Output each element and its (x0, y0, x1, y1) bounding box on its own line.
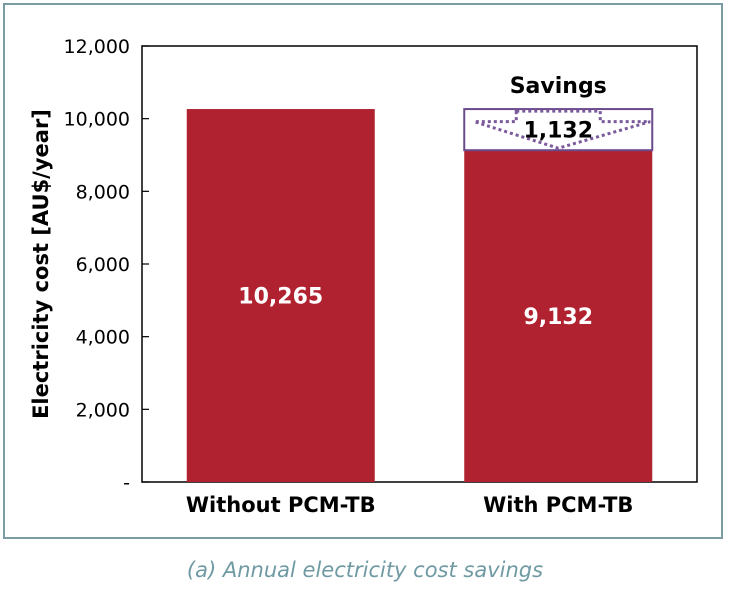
y-axis-label: Electricity cost [AU$/year] (29, 109, 53, 419)
x-tick-label: With PCM-TB (483, 493, 633, 517)
y-tick-label: 10,000 (64, 109, 130, 131)
y-tick-label: - (123, 472, 130, 494)
savings-value-label: 1,132 (523, 119, 593, 144)
x-tick-label: Without PCM-TB (186, 493, 376, 517)
savings-arrow (473, 109, 651, 150)
y-tick-label: 2,000 (76, 399, 130, 421)
y-tick-label: 4,000 (76, 327, 130, 349)
figure-caption: (a) Annual electricity cost savings (186, 558, 544, 582)
bar (186, 109, 375, 482)
y-tick-label: 6,000 (76, 254, 130, 276)
bar (464, 150, 653, 483)
y-tick-label: 12,000 (64, 36, 130, 58)
savings-title: Savings (510, 74, 607, 99)
bar-value-label: 9,132 (523, 305, 593, 330)
bar-value-label: 10,265 (238, 285, 323, 310)
y-tick-label: 8,000 (76, 181, 130, 203)
